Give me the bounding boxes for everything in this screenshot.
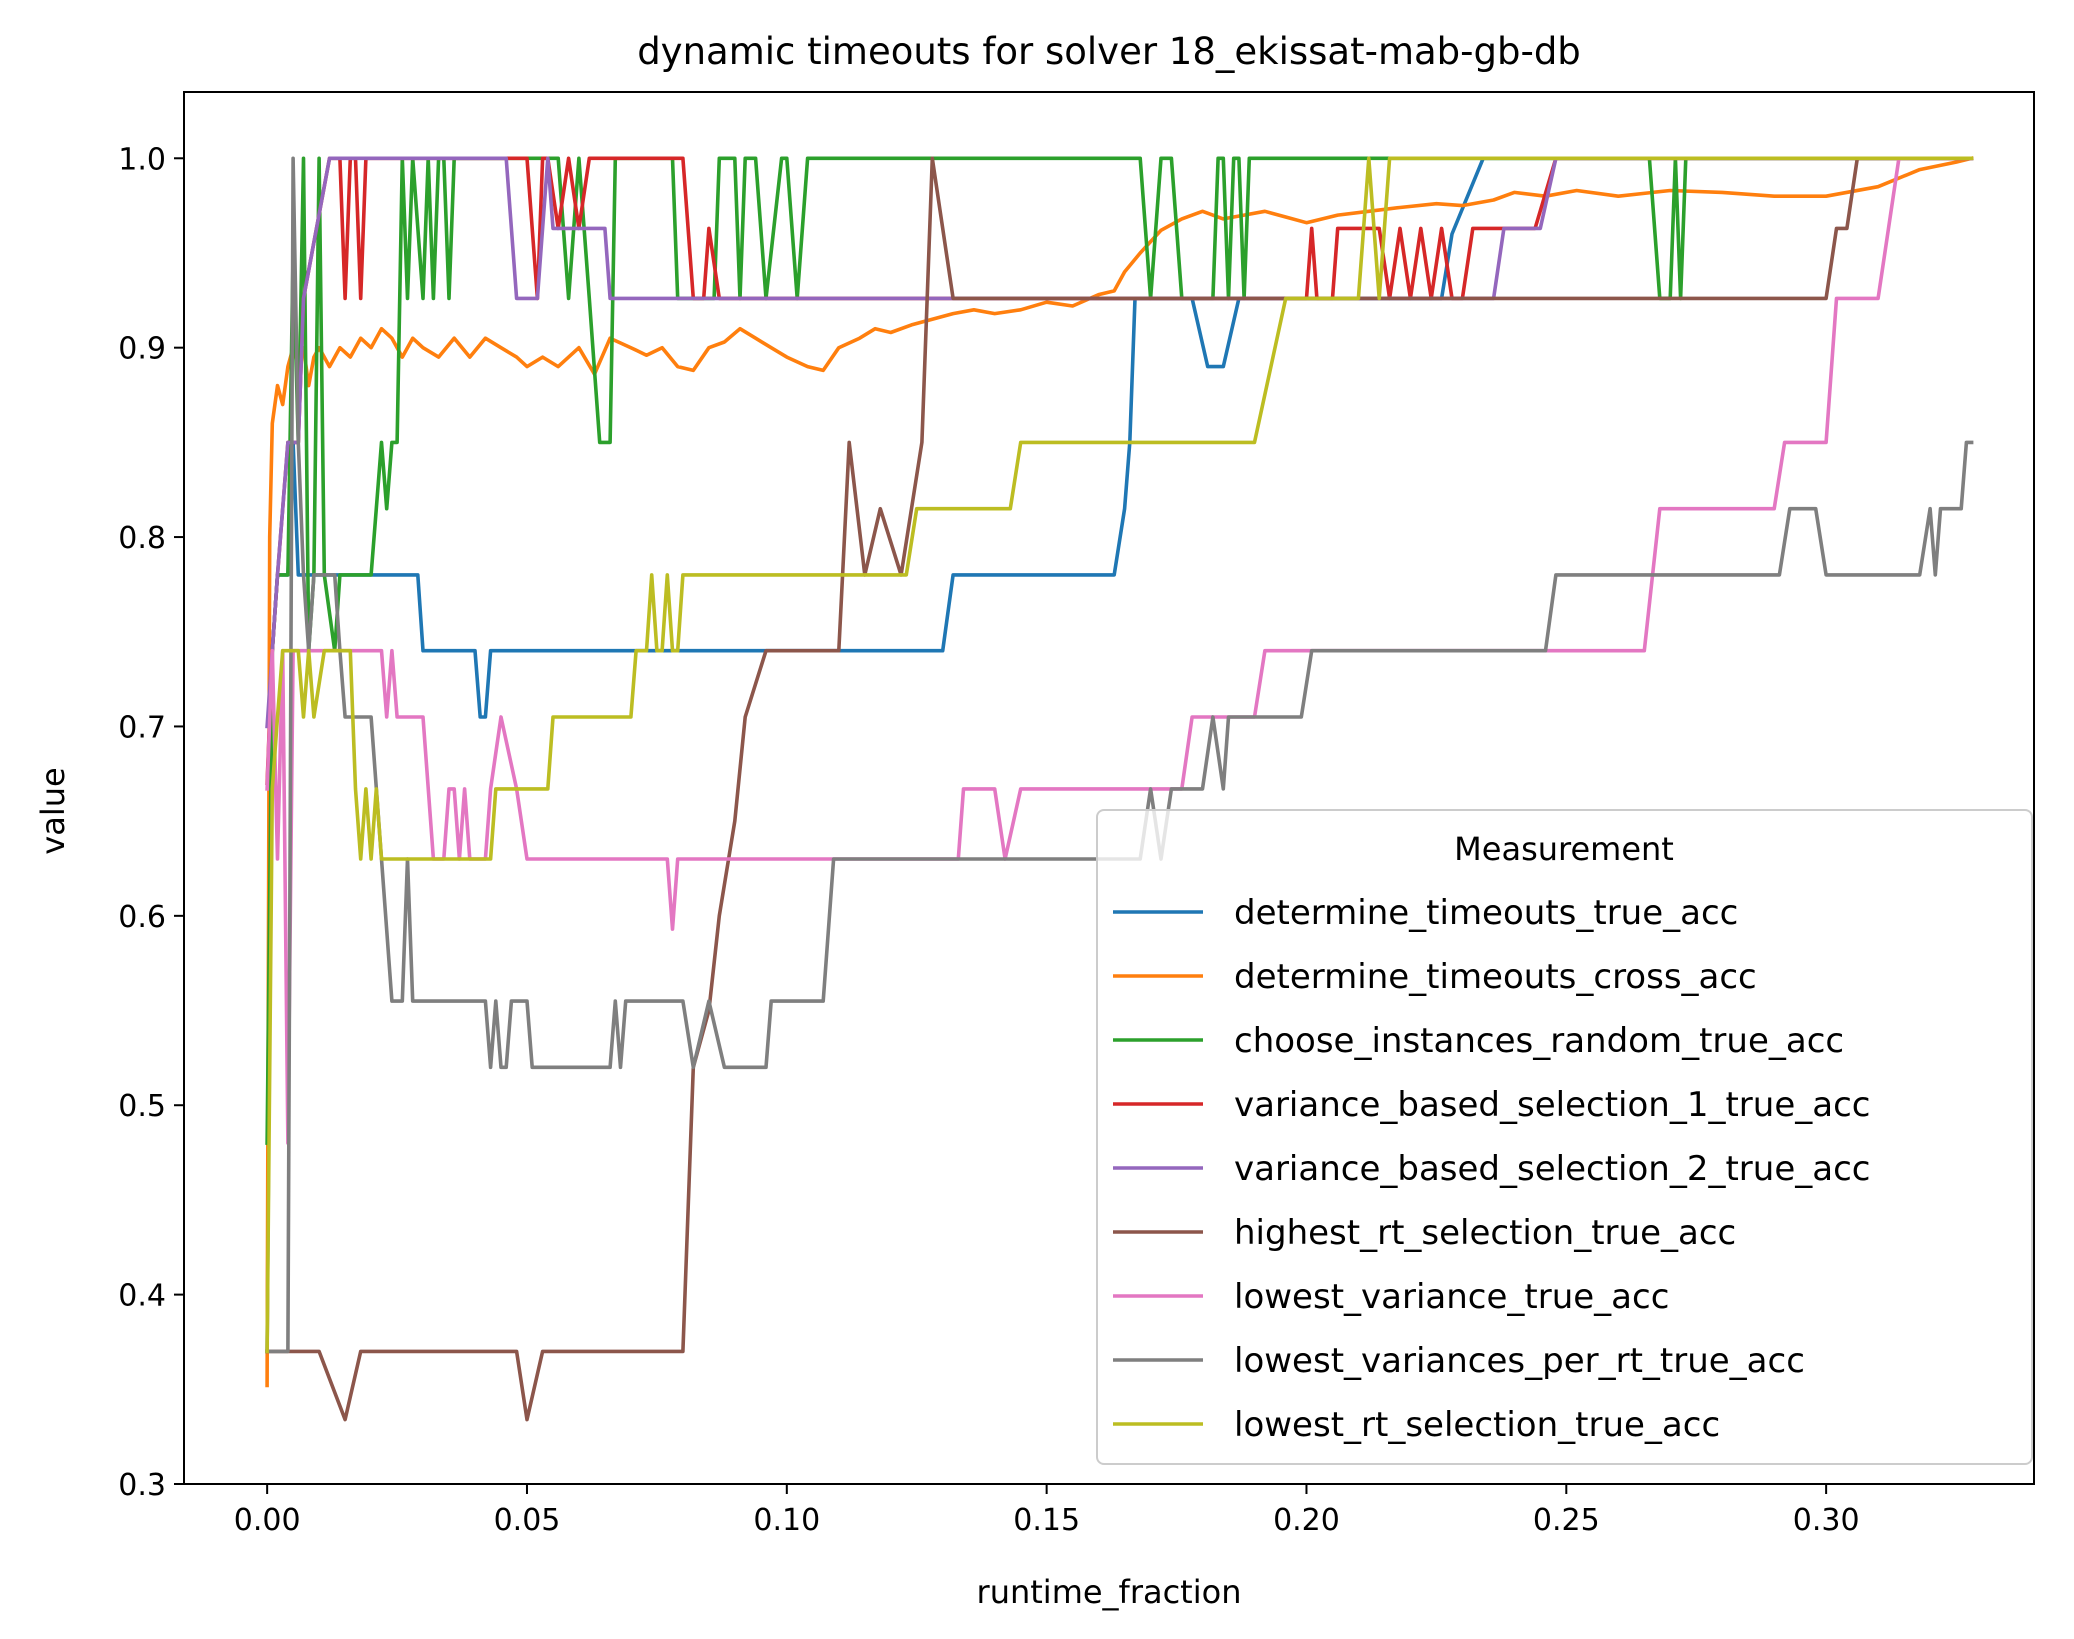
y-tick-label: 1.0 xyxy=(118,142,166,177)
x-tick-label: 0.10 xyxy=(753,1503,820,1538)
y-tick-label: 0.7 xyxy=(118,710,166,745)
series-line-8 xyxy=(265,156,1974,1354)
legend-label: lowest_variance_true_acc xyxy=(1234,1277,1669,1317)
legend-box xyxy=(1096,809,2033,1465)
legend-label: determine_timeouts_cross_acc xyxy=(1234,957,1757,997)
x-axis: 0.00 0.05 0.10 0.15 0.20 0.25 0.30 xyxy=(234,1484,1860,1538)
y-axis-label: value xyxy=(34,767,72,854)
legend-label: highest_rt_selection_true_acc xyxy=(1234,1213,1736,1253)
series-line-2 xyxy=(265,156,1974,1388)
legend-entries: determine_timeouts_true_acc determine_tim… xyxy=(1113,893,1870,1445)
y-tick-label: 0.6 xyxy=(118,900,166,935)
x-axis-label: runtime_fraction xyxy=(977,1573,1242,1611)
legend-label: lowest_variances_per_rt_true_acc xyxy=(1234,1341,1805,1381)
series-line-6 xyxy=(265,156,1974,1422)
x-tick-label: 0.05 xyxy=(494,1503,561,1538)
y-tick-label: 0.4 xyxy=(118,1279,166,1314)
series-line-5 xyxy=(265,156,1974,729)
plot-frame xyxy=(183,91,2035,1485)
series-line-9 xyxy=(265,156,1974,1354)
y-tick-label: 0.3 xyxy=(118,1468,166,1503)
plot-area xyxy=(183,91,2035,1485)
legend-label: determine_timeouts_true_acc xyxy=(1234,893,1738,933)
legend: Measurement determine_timeouts_true_accd… xyxy=(1096,809,2033,1465)
x-tick-label: 0.30 xyxy=(1793,1503,1860,1538)
legend-label: variance_based_selection_1_true_acc xyxy=(1234,1085,1870,1125)
y-axis: 0.3 0.4 0.5 0.6 0.7 0.8 0.9 1.0 xyxy=(118,142,184,1503)
y-tick-label: 0.5 xyxy=(118,1089,166,1124)
legend-title: Measurement xyxy=(1454,830,1674,868)
x-tick-label: 0.25 xyxy=(1533,1503,1600,1538)
chart-title: dynamic timeouts for solver 18_ekissat-m… xyxy=(637,30,1581,73)
x-tick-label: 0.20 xyxy=(1273,1503,1340,1538)
legend-label: variance_based_selection_2_true_acc xyxy=(1234,1149,1870,1189)
x-tick-label: 0.15 xyxy=(1013,1503,1080,1538)
y-tick-label: 0.8 xyxy=(118,521,166,556)
y-tick-label: 0.9 xyxy=(118,332,166,367)
x-tick-label: 0.00 xyxy=(234,1503,301,1538)
series-line-3 xyxy=(265,156,1974,1145)
series-line-1 xyxy=(265,156,1974,1354)
legend-label: lowest_rt_selection_true_acc xyxy=(1234,1405,1720,1445)
legend-label: choose_instances_random_true_acc xyxy=(1234,1021,1844,1061)
series-line-7 xyxy=(265,156,1974,1145)
